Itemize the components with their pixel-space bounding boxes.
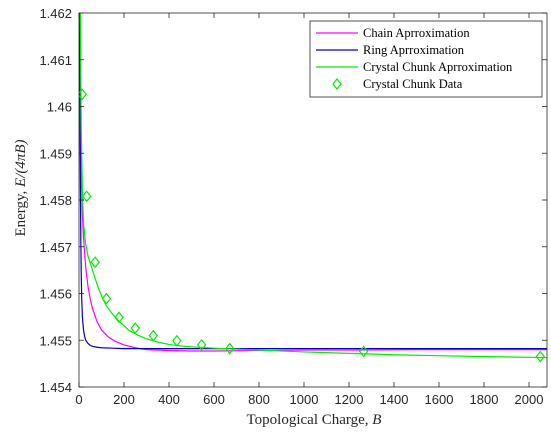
x-axis-label: Topological Charge, B [247,412,382,428]
x-tick-label: 800 [248,392,270,407]
x-tick-label: 1200 [335,392,364,407]
y-tick-label: 1.458 [39,193,72,208]
data-point [130,322,141,335]
data-point [358,345,369,358]
legend: Chain Aprroximation Ring Aprroximation Cry… [309,20,543,98]
y-tick-label: 1.455 [39,333,72,348]
legend-entry-label: Crystal Chunk Aprroximation [363,60,513,74]
x-tick-label: 1000 [290,392,319,407]
x-tick-label: 0 [75,392,82,407]
x-tick-label: 2000 [515,392,544,407]
y-tick-label: 1.454 [39,380,72,395]
legend-entry-label: Ring Aprroximation [363,43,465,57]
y-tick-label: 1.462 [39,6,72,21]
legend-swatch [332,78,342,90]
series-line-2 [79,13,547,359]
x-tick-label: 200 [113,392,135,407]
legend-entry-label: Chain Aprroximation [363,26,470,40]
data-point [101,292,112,305]
legend-box [309,20,543,98]
data-point [224,342,235,355]
data-point [172,334,182,347]
x-tick-label: 1400 [380,392,409,407]
x-tick-label: 1800 [470,392,499,407]
series-line-1 [79,13,547,350]
data-point [535,350,546,363]
y-tick-label: 1.461 [39,53,72,68]
data-point [79,88,87,101]
data-point [114,311,124,324]
legend-entry-label: Crystal Chunk Data [363,77,463,91]
x-tick-label: 400 [158,392,180,407]
axes-layer: 0 200 400 600 800 1000 1200 1400 1600 1800 2000 1.4… [39,6,548,407]
data-point [81,190,92,203]
y-tick-label: 1.457 [39,240,72,255]
x-tick-label: 600 [203,392,225,407]
x-tick-label: 1600 [425,392,454,407]
y-tick-label: 1.456 [39,287,72,302]
data-point [90,256,100,269]
y-axis-label: Energy, E/(4πB) [13,139,29,236]
data-point [148,329,159,342]
series-line-0 [79,13,547,352]
y-tick-label: 1.459 [39,146,72,161]
data-point [196,338,207,351]
y-tick-label: 1.46 [47,100,72,115]
series-layer [79,13,547,363]
